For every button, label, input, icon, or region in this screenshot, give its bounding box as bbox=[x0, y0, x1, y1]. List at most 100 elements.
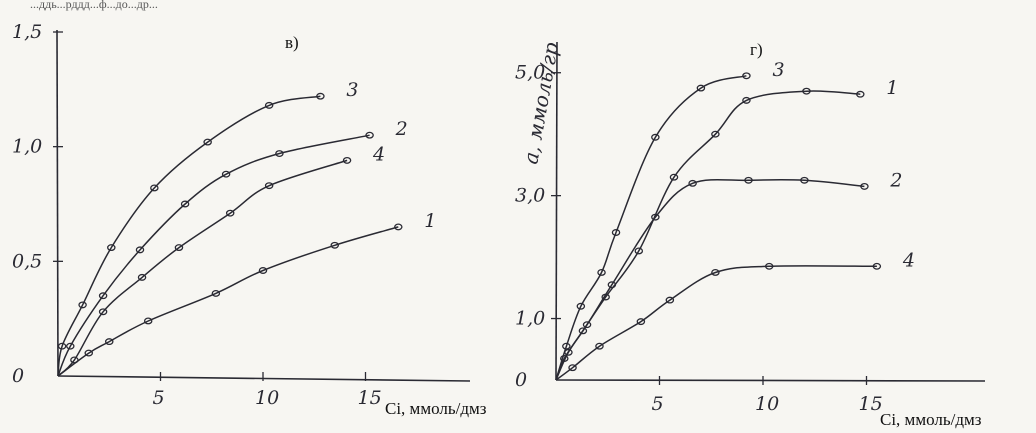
x-axis-label-g: Ci, ммоль/дмз bbox=[880, 410, 982, 429]
data-point bbox=[564, 348, 573, 356]
data-point bbox=[568, 364, 577, 372]
data-point bbox=[316, 92, 325, 100]
data-point bbox=[611, 229, 621, 236]
data-point bbox=[872, 262, 882, 270]
series-label-3: 3 bbox=[772, 59, 784, 81]
series-label-1: 1 bbox=[886, 77, 898, 99]
series-line-2 bbox=[555, 178, 865, 381]
y-tick-label: 0,5 bbox=[12, 250, 42, 272]
data-point bbox=[221, 170, 231, 178]
data-point bbox=[607, 281, 617, 289]
series-line-4 bbox=[57, 159, 348, 377]
data-point bbox=[342, 156, 352, 164]
series-line-2 bbox=[57, 134, 370, 377]
y-axis-v bbox=[56, 29, 59, 377]
data-point bbox=[330, 241, 339, 249]
tick-group-g: 0 1,0 3,0 5,0 5 10 15 bbox=[515, 62, 883, 415]
x-axis-label-v: Ci, ммоль/дмз bbox=[385, 399, 487, 418]
data-point bbox=[764, 262, 774, 270]
x-tick-label: 15 bbox=[358, 387, 382, 409]
data-point bbox=[275, 150, 284, 157]
data-point bbox=[578, 327, 588, 335]
data-point bbox=[394, 223, 403, 231]
y-tick-label: 1,0 bbox=[515, 308, 545, 330]
panel-title-v: в) bbox=[285, 33, 299, 52]
data-point bbox=[856, 90, 865, 98]
y-tick-label: 0 bbox=[12, 365, 24, 387]
data-point bbox=[595, 342, 604, 350]
data-point bbox=[264, 101, 274, 109]
data-point bbox=[84, 349, 94, 357]
data-point bbox=[78, 301, 87, 309]
data-point bbox=[742, 96, 751, 104]
data-point bbox=[107, 244, 116, 252]
data-point bbox=[742, 72, 751, 80]
series-label-2: 2 bbox=[889, 169, 902, 191]
panel-title-g: г) bbox=[750, 40, 763, 59]
series-label-4: 4 bbox=[372, 143, 385, 165]
series-line-4 bbox=[555, 265, 877, 381]
x-tick-label: 10 bbox=[255, 387, 279, 409]
data-point bbox=[576, 302, 586, 310]
series-group-v: 3 24 1 bbox=[57, 79, 436, 377]
data-point bbox=[802, 87, 811, 95]
series-label-1: 1 bbox=[424, 210, 436, 232]
y-tick-label: 3,0 bbox=[515, 185, 545, 207]
data-point bbox=[365, 131, 374, 139]
chart-panel-v: в) Ci, ммоль/дмз 0 0,5 1,0 1,5 5 10 15 3 24 1 bbox=[12, 21, 487, 418]
series-line-3 bbox=[555, 75, 747, 381]
series-label-2: 2 bbox=[395, 118, 408, 140]
data-point bbox=[711, 130, 720, 138]
data-point bbox=[744, 176, 753, 184]
data-point bbox=[264, 182, 274, 190]
data-point bbox=[66, 342, 75, 350]
data-point bbox=[211, 289, 221, 297]
series-line-1 bbox=[555, 90, 861, 381]
y-tick-label: 5,0 bbox=[515, 62, 545, 84]
page-text-fragment: ...ддь...рддд...ф...до...др... bbox=[30, 0, 158, 11]
data-point bbox=[634, 247, 644, 255]
series-label-3: 3 bbox=[346, 79, 358, 101]
data-point bbox=[203, 138, 212, 146]
x-tick-label: 5 bbox=[153, 387, 165, 409]
x-tick-label: 15 bbox=[859, 393, 883, 415]
y-tick-label: 1,0 bbox=[12, 136, 42, 158]
data-point bbox=[800, 176, 809, 184]
data-point bbox=[711, 269, 720, 276]
data-point bbox=[562, 342, 571, 350]
chart-panel-g: г) Ci, ммоль/дмз a, ммоль/гр 01,03,05,05… bbox=[515, 40, 986, 429]
y-tick-label: 1,5 bbox=[12, 21, 42, 43]
data-point bbox=[98, 308, 108, 316]
x-axis-v bbox=[57, 375, 471, 382]
x-tick-label: 10 bbox=[755, 393, 779, 415]
data-point bbox=[135, 246, 145, 254]
data-point bbox=[137, 273, 147, 281]
y-tick-label: 0 bbox=[515, 369, 527, 391]
x-axis-g bbox=[555, 379, 986, 382]
data-point bbox=[665, 296, 675, 304]
data-point bbox=[98, 292, 108, 300]
data-point bbox=[688, 179, 697, 187]
data-point bbox=[669, 173, 679, 181]
data-point bbox=[636, 318, 646, 326]
x-tick-label: 5 bbox=[652, 393, 664, 415]
series-label-4: 4 bbox=[902, 249, 915, 271]
data-point bbox=[57, 342, 67, 350]
series-group-g: 3 1 2 4 bbox=[555, 59, 915, 381]
data-point bbox=[105, 338, 114, 346]
data-point bbox=[860, 182, 869, 190]
data-point bbox=[225, 209, 235, 217]
data-point bbox=[651, 133, 660, 141]
y-axis-g bbox=[555, 41, 558, 381]
data-point bbox=[597, 269, 606, 276]
data-point bbox=[174, 244, 184, 252]
tick-group-v: 0 0,5 1,0 1,5 5 10 15 bbox=[12, 21, 382, 409]
data-point bbox=[696, 84, 706, 92]
data-point bbox=[150, 184, 159, 192]
series-line-3 bbox=[57, 95, 321, 377]
data-point bbox=[180, 200, 190, 208]
data-point bbox=[143, 317, 153, 325]
data-point bbox=[651, 213, 660, 221]
data-point bbox=[582, 321, 592, 329]
